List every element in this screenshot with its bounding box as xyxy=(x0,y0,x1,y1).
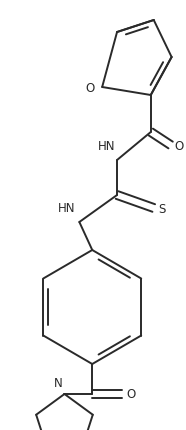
Text: O: O xyxy=(175,139,184,152)
Text: HN: HN xyxy=(58,202,75,215)
Text: O: O xyxy=(126,387,135,401)
Text: HN: HN xyxy=(98,140,115,153)
Text: N: N xyxy=(54,376,62,389)
Text: O: O xyxy=(85,81,94,94)
Text: S: S xyxy=(159,202,166,215)
